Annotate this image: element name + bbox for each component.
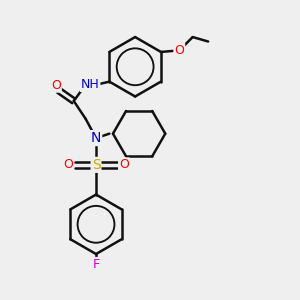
Text: O: O <box>51 79 61 92</box>
Text: O: O <box>174 44 184 57</box>
Text: NH: NH <box>81 78 100 91</box>
Text: O: O <box>119 158 129 171</box>
Text: F: F <box>92 258 100 271</box>
Text: O: O <box>63 158 73 171</box>
Text: N: N <box>91 131 101 145</box>
Text: S: S <box>92 158 100 172</box>
